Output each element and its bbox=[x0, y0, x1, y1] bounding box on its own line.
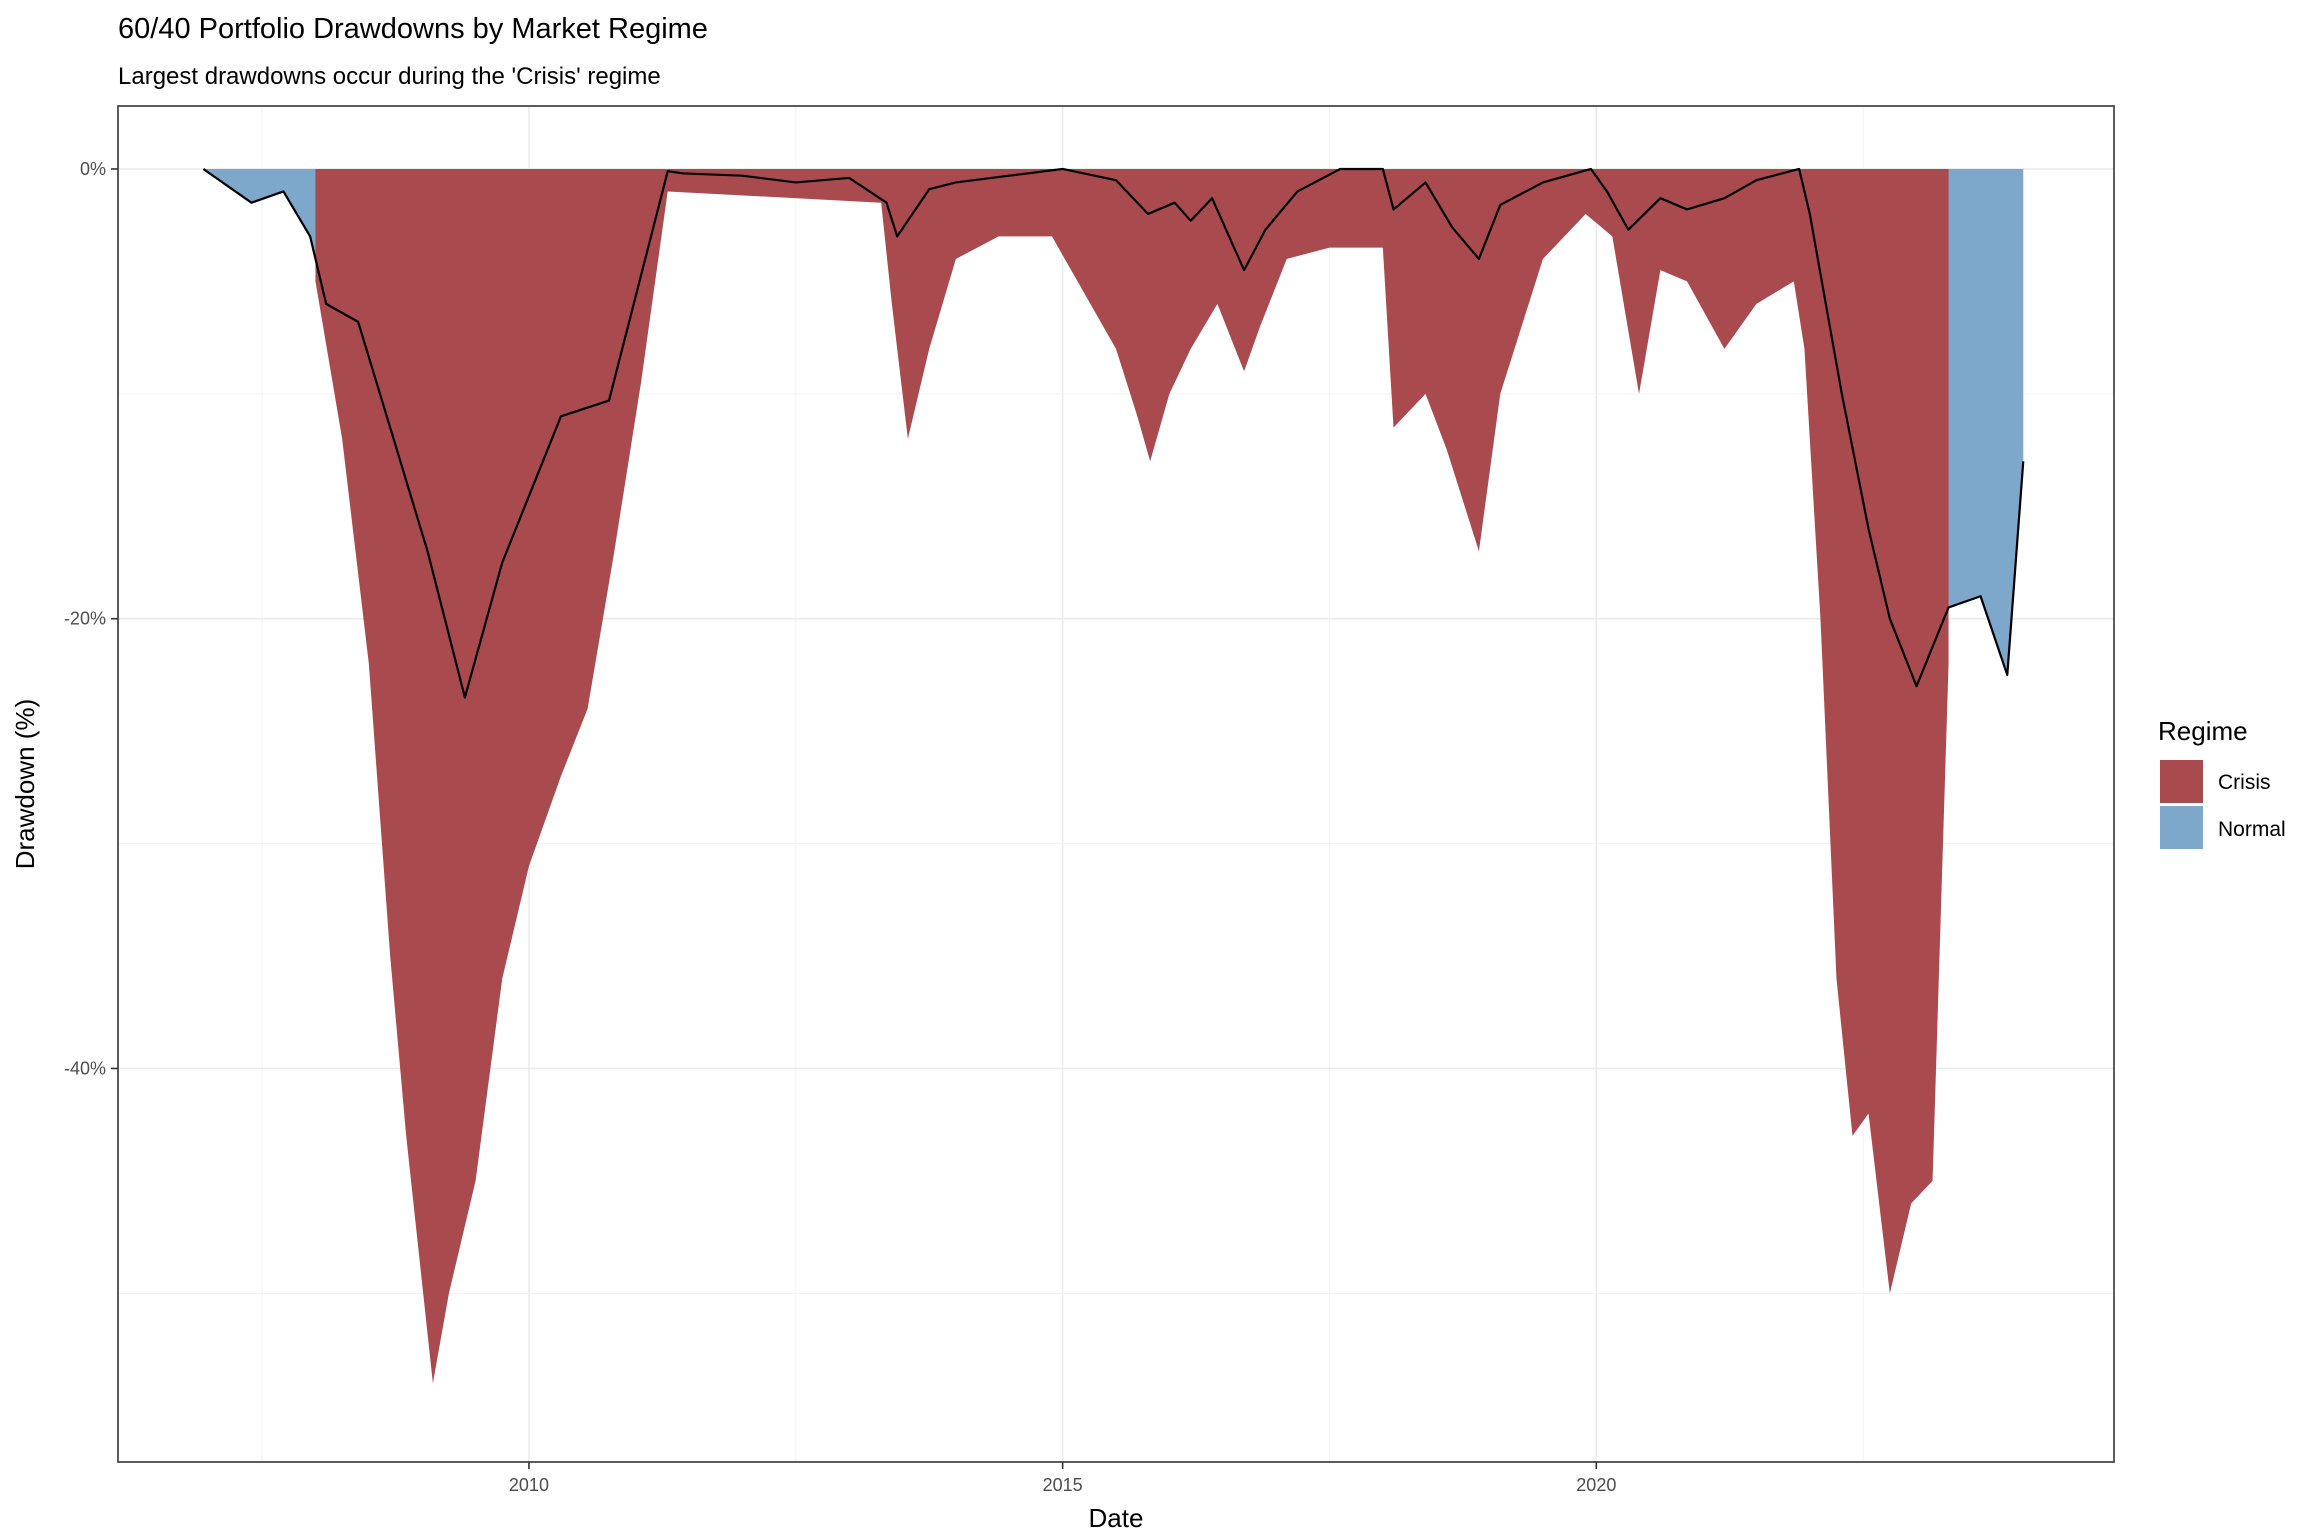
x-tick-label: 2020 bbox=[1576, 1475, 1616, 1495]
legend-title: Regime bbox=[2158, 716, 2248, 746]
legend: Regime Crisis Normal bbox=[2158, 716, 2286, 849]
y-tick-label: 0% bbox=[80, 159, 106, 179]
y-tick-label: -40% bbox=[64, 1058, 106, 1078]
x-axis-ticks: 2010 2015 2020 bbox=[509, 1462, 1616, 1495]
chart-subtitle: Largest drawdowns occur during the 'Cris… bbox=[118, 63, 661, 90]
x-tick-label: 2015 bbox=[1043, 1475, 1083, 1495]
y-tick-label: -20% bbox=[64, 609, 106, 629]
legend-label-crisis: Crisis bbox=[2218, 771, 2271, 794]
plot-panel-border bbox=[117, 105, 2115, 1463]
y-axis-ticks: 0% -20% -40% bbox=[64, 159, 118, 1078]
y-axis-title: Drawdown (%) bbox=[10, 699, 40, 870]
drawdown-line bbox=[202, 167, 2025, 699]
drawdown-series-line bbox=[202, 167, 2025, 699]
drawdown-areas bbox=[203, 168, 2024, 1384]
x-axis-title: Date bbox=[1089, 1503, 1144, 1533]
legend-label-normal: Normal bbox=[2218, 818, 2286, 841]
crisis-regime-area bbox=[315, 168, 1949, 1384]
chart-title: 60/40 Portfolio Drawdowns by Market Regi… bbox=[118, 13, 708, 45]
x-tick-label: 2010 bbox=[509, 1475, 549, 1495]
legend-swatch-crisis bbox=[2160, 760, 2203, 803]
legend-swatch-normal bbox=[2160, 806, 2203, 849]
